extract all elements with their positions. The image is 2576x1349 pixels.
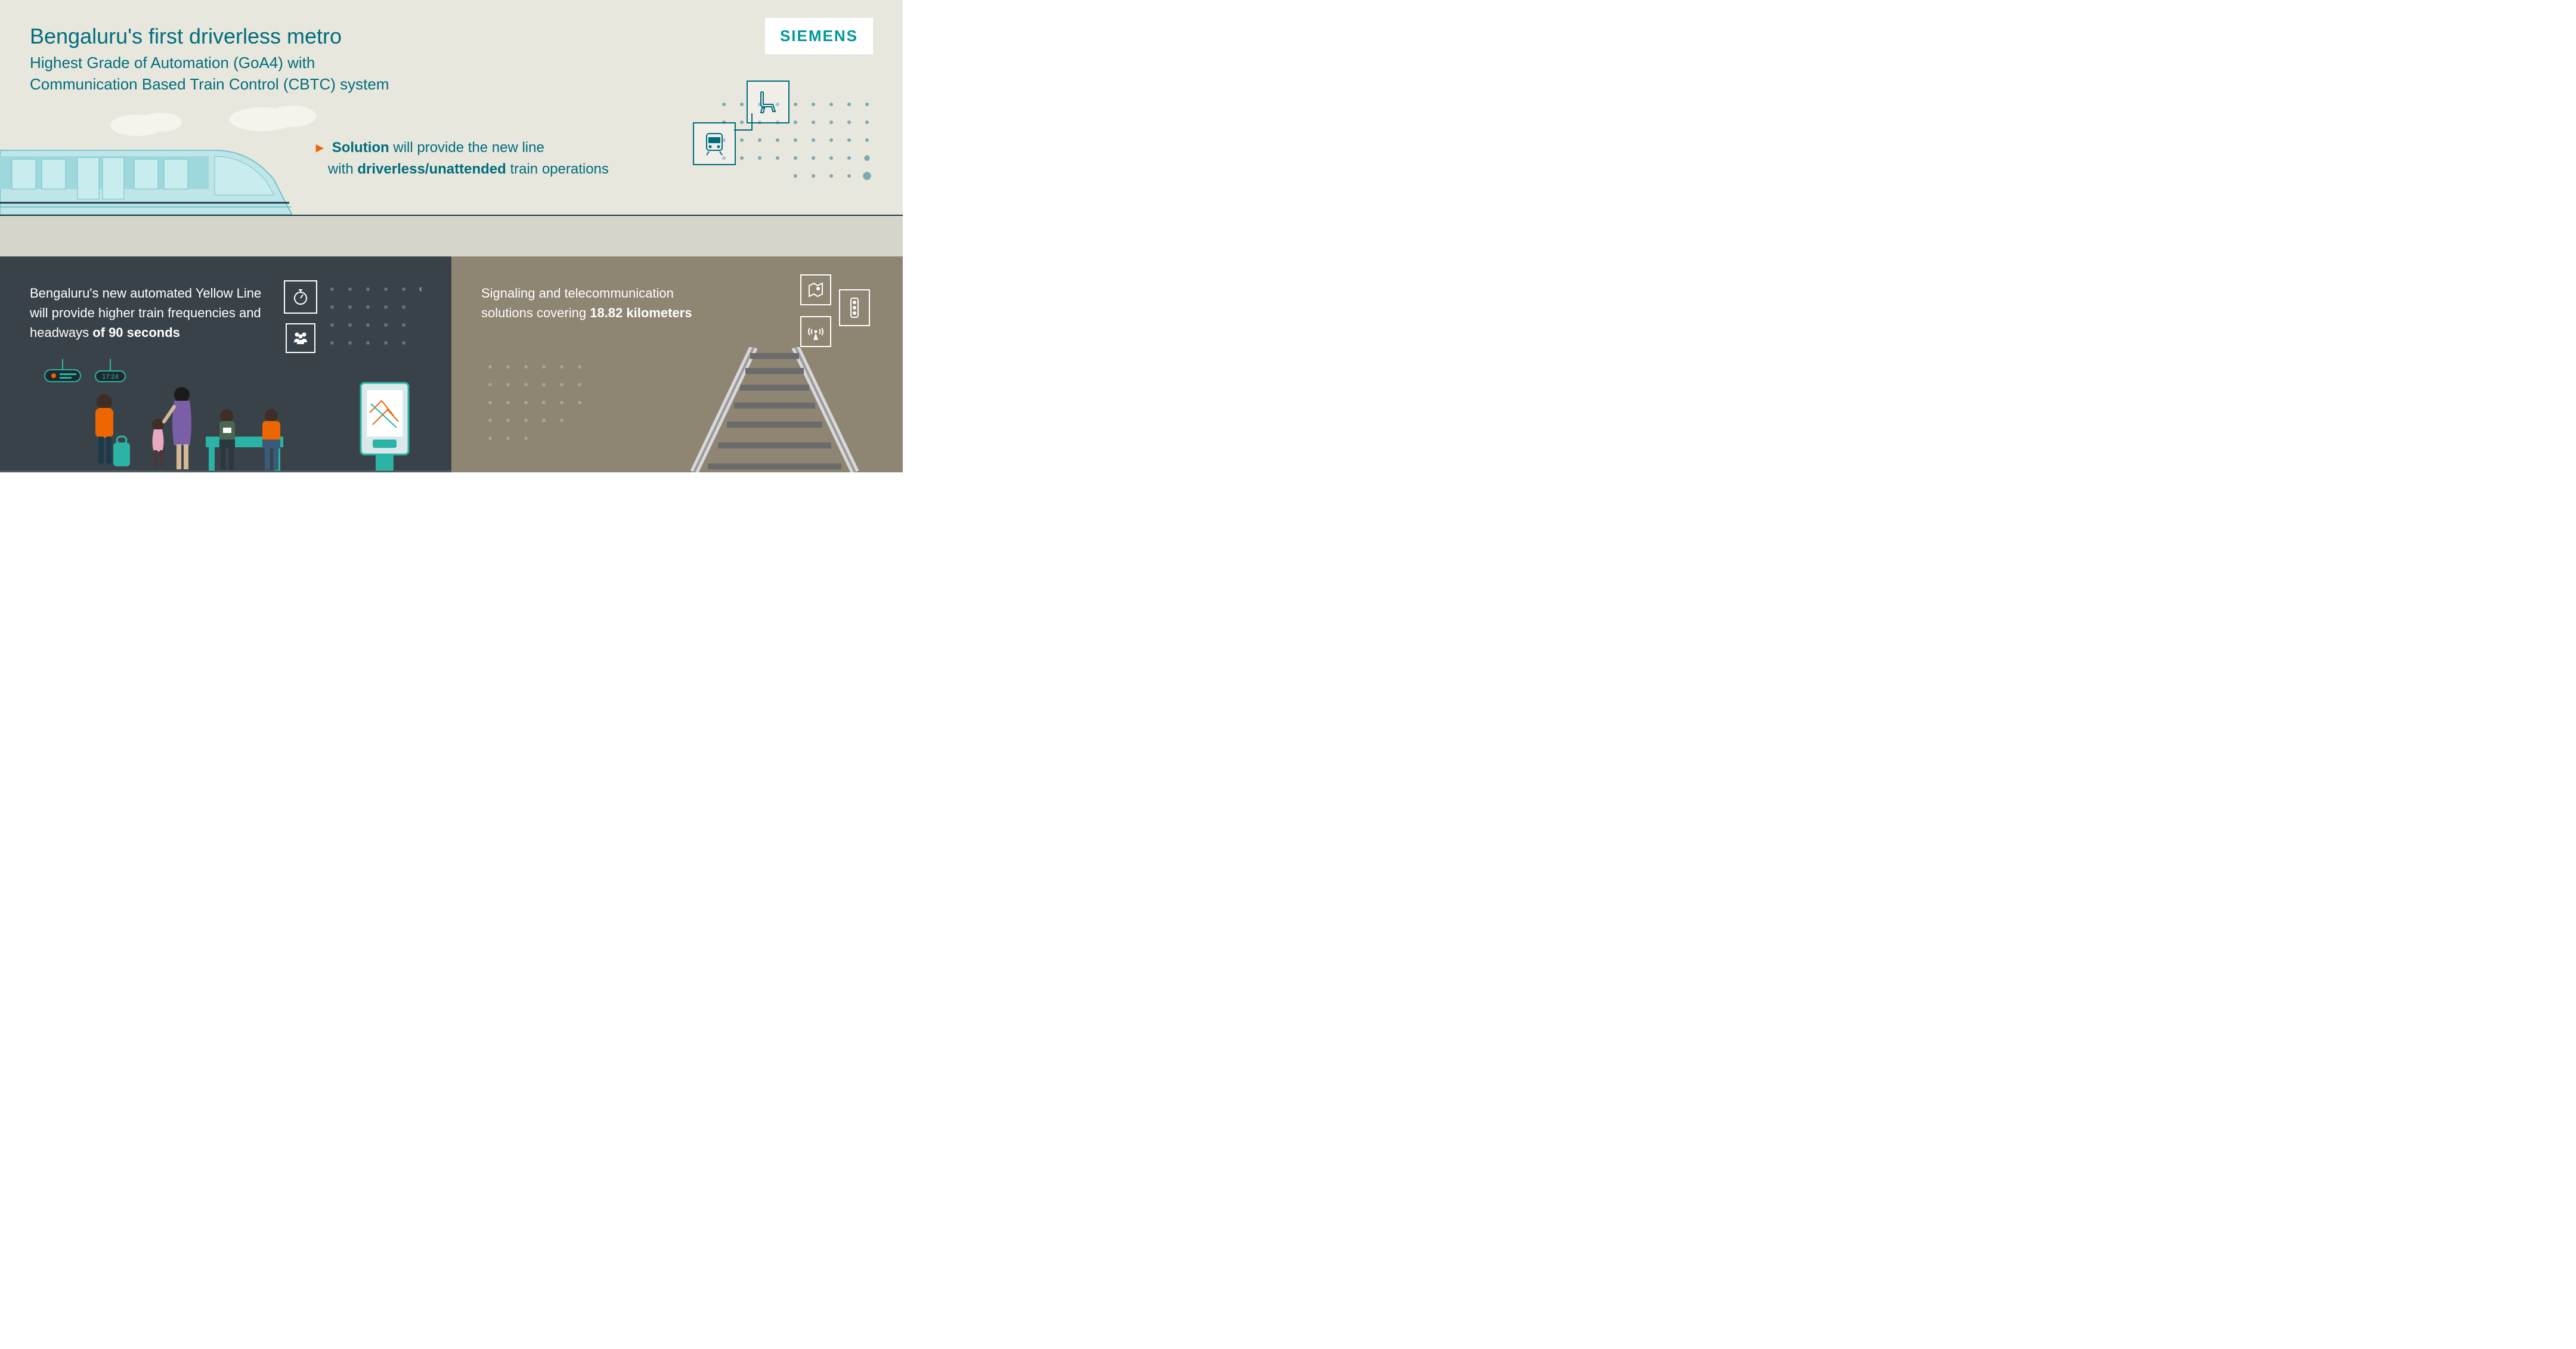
top-section: Bengaluru's first driverless metro Highe… xyxy=(0,0,903,256)
clouds-graphic xyxy=(107,101,346,137)
solution-bold2: driverless/unattended xyxy=(357,161,506,177)
panel-left-bold: of 90 seconds xyxy=(92,325,180,340)
panel-right: Signaling and telecommunication solution… xyxy=(451,256,903,472)
clock-display: 17:24 xyxy=(102,373,119,380)
train-front-icon xyxy=(693,122,736,165)
antenna-icon xyxy=(800,316,831,347)
stopwatch-icon xyxy=(284,280,317,314)
panel-left: Bengaluru's new automated Yellow Line wi… xyxy=(0,256,451,472)
dot-grid-left xyxy=(326,283,422,361)
bottom-section: Bengaluru's new automated Yellow Line wi… xyxy=(0,256,903,472)
panel-right-text: Signaling and telecommunication solution… xyxy=(481,283,716,323)
map-icon xyxy=(800,274,831,305)
metro-train-graphic xyxy=(0,138,292,216)
connector-line xyxy=(734,113,779,131)
siemens-logo: SIEMENS xyxy=(765,18,873,54)
people-icon xyxy=(286,323,315,353)
railway-track-graphic xyxy=(670,347,879,472)
solution-text: ▸ Solution will provide the new line wit… xyxy=(316,137,609,180)
logo-text: SIEMENS xyxy=(780,27,858,45)
subtitle-line2: Communication Based Train Control (CBTC)… xyxy=(30,75,389,93)
infographic-root: Bengaluru's first driverless metro Highe… xyxy=(0,0,903,472)
solution-mid1: will provide the new line xyxy=(389,140,544,156)
dot-grid-top xyxy=(718,98,873,194)
solution-line2-post: train operations xyxy=(506,161,609,177)
panel-right-bold: 18.82 kilometers xyxy=(590,305,692,320)
arrow-bullet-icon: ▸ xyxy=(316,140,323,156)
dot-grid-right xyxy=(484,361,592,450)
solution-bold1: Solution xyxy=(332,140,389,156)
gray-band xyxy=(0,216,903,256)
solution-line2-pre: with xyxy=(328,161,357,177)
platform-scene: 17:24 xyxy=(0,359,453,472)
traffic-light-icon xyxy=(839,289,870,326)
subtitle-line1: Highest Grade of Automation (GoA4) with xyxy=(30,54,315,72)
main-title: Bengaluru's first driverless metro xyxy=(30,24,873,49)
panel-left-text: Bengaluru's new automated Yellow Line wi… xyxy=(30,283,265,342)
